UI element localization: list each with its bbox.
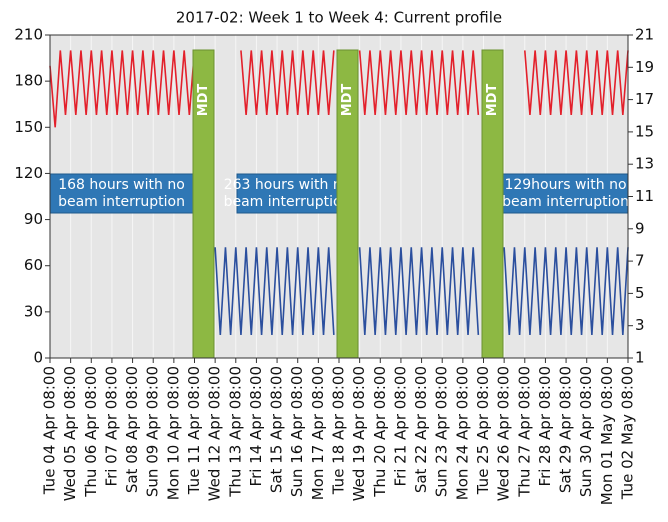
y2-tick-label: 17: [635, 90, 654, 108]
x-tick-label: Fri 07 Apr 08:00: [102, 366, 120, 486]
series-line: [49, 50, 629, 128]
x-tick-label: Sat 08 Apr 08:00: [123, 366, 141, 493]
x-tick-label: Fri 21 Apr 08:00: [391, 366, 409, 486]
x-tick-label: Thu 27 Apr 08:00: [515, 366, 533, 498]
annotation-text: 168 hours with no: [58, 177, 185, 193]
y-tick-label: 30: [24, 302, 43, 320]
y-tick-label: 60: [24, 256, 43, 274]
plot-frame: [49, 34, 629, 359]
x-tick-label: Thu 20 Apr 08:00: [371, 366, 389, 498]
x-tick-label: Tue 04 Apr 08:00: [41, 366, 59, 495]
x-tick-label: Wed 12 Apr 08:00: [206, 366, 224, 501]
annotation-text: 129hours with no: [504, 177, 626, 193]
x-tick-label: Sat 29 Apr 08:00: [557, 366, 575, 493]
x-tick-label: Wed 05 Apr 08:00: [61, 366, 79, 501]
y2-tick-label: 3: [635, 316, 645, 334]
y-tick-label: 0: [33, 349, 43, 367]
y-tick-label: 150: [14, 118, 43, 136]
x-tick-label: Sat 15 Apr 08:00: [268, 366, 286, 493]
x-tick-label: Wed 19 Apr 08:00: [350, 366, 368, 501]
y2-tick-label: 5: [635, 284, 645, 302]
y2-tick-label: 9: [635, 219, 645, 237]
x-tick-label: Sun 30 Apr 08:00: [577, 366, 595, 497]
chart-title: 2017-02: Week 1 to Week 4: Current profi…: [176, 9, 502, 27]
x-tick-label: Tue 18 Apr 08:00: [330, 366, 348, 495]
y2-tick-label: 13: [635, 155, 654, 173]
x-tick-label: Mon 01 May 08:00: [598, 366, 616, 505]
y2-tick-label: 21: [635, 26, 654, 44]
x-tick-label: Sun 16 Apr 08:00: [288, 366, 306, 497]
y-tick-label: 90: [24, 210, 43, 228]
x-tick-label: Sun 09 Apr 08:00: [144, 366, 162, 497]
y2-tick-label: 7: [635, 252, 645, 270]
x-tick-label: Thu 06 Apr 08:00: [82, 366, 100, 498]
y-tick-label: 120: [14, 164, 43, 182]
annotation-text: 263 hours with no: [224, 177, 351, 193]
x-tick-label: Sat 22 Apr 08:00: [412, 366, 430, 493]
series-line: [214, 247, 629, 335]
y2-tick-label: 11: [635, 187, 654, 205]
x-tick-label: Tue 11 Apr 08:00: [185, 366, 203, 495]
x-tick-label: Wed 26 Apr 08:00: [495, 366, 513, 501]
mdt-label: MDT: [485, 84, 500, 117]
y2-tick-label: 19: [635, 58, 654, 76]
y2-tick-label: 15: [635, 122, 654, 140]
annotation-text: beam interruption: [502, 194, 629, 210]
y-tick-label: 210: [14, 26, 43, 44]
mdt-label: MDT: [340, 84, 355, 117]
x-tick-label: Fri 14 Apr 08:00: [247, 366, 265, 486]
x-tick-label: Mon 24 Apr 08:00: [453, 366, 471, 500]
x-tick-label: Tue 02 May 08:00: [619, 366, 637, 500]
annotation-text: beam interruption: [58, 194, 185, 210]
x-tick-label: Mon 10 Apr 08:00: [164, 366, 182, 500]
x-tick-label: Tue 25 Apr 08:00: [474, 366, 492, 495]
y-tick-label: 180: [14, 72, 43, 90]
y2-tick-label: 1: [635, 349, 645, 367]
x-tick-label: Fri 28 Apr 08:00: [536, 366, 554, 486]
annotation-text: beam interruption: [224, 194, 351, 210]
x-tick-label: Mon 17 Apr 08:00: [309, 366, 327, 500]
mdt-label: MDT: [196, 84, 211, 117]
x-tick-label: Sun 23 Apr 08:00: [433, 366, 451, 497]
x-tick-label: Thu 13 Apr 08:00: [226, 366, 244, 498]
